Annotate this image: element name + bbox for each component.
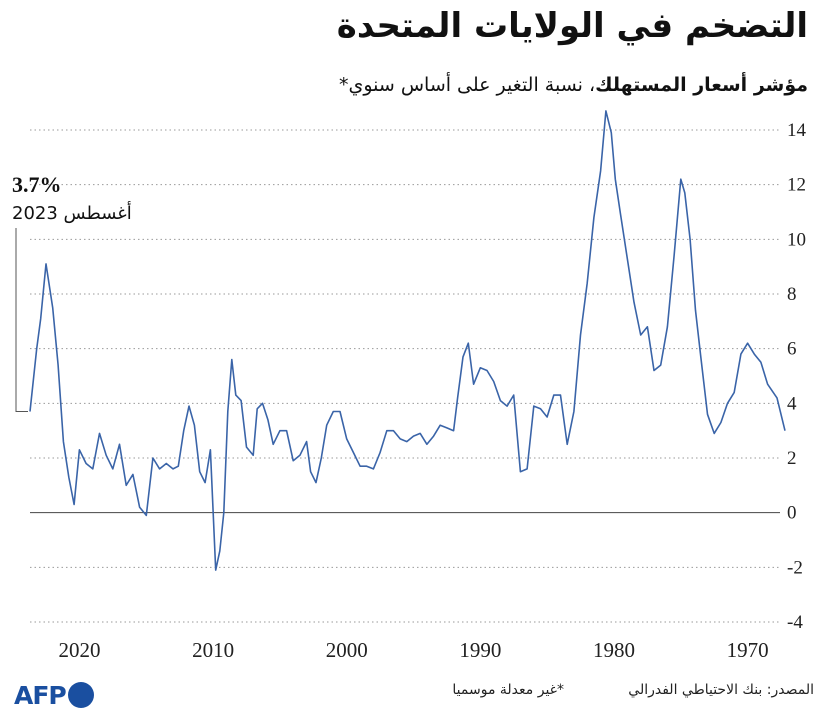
afp-logo-text: AFP xyxy=(14,680,67,710)
y-tick-label: -2 xyxy=(787,557,803,578)
gridlines xyxy=(30,129,780,623)
x-tick-label: 1980 xyxy=(593,638,635,662)
afp-logo: AFP xyxy=(14,678,94,712)
chart-title: التضخم في الولايات المتحدة xyxy=(336,6,808,46)
y-tick-label: -4 xyxy=(787,612,803,633)
y-tick-label: 6 xyxy=(787,339,797,360)
x-tick-label: 2000 xyxy=(326,638,368,662)
y-tick-label: 2 xyxy=(787,448,797,469)
footnote: *غير معدلة موسميا xyxy=(452,682,564,698)
y-tick-label: 12 xyxy=(787,175,806,196)
source-note: المصدر: بنك الاحتياطي الفدرالي xyxy=(628,682,814,698)
y-tick-label: 4 xyxy=(787,393,797,414)
y-tick-label: 10 xyxy=(787,229,806,250)
afp-logo-dot-icon xyxy=(67,682,94,708)
annotation-leader-line xyxy=(15,228,28,412)
latest-date-label: أغسطس 2023 xyxy=(12,203,132,224)
x-tick-label: 1970 xyxy=(727,638,769,662)
subtitle-rest: ، نسبة التغير على أساس سنوي* xyxy=(338,74,596,96)
y-tick-label: 14 xyxy=(787,120,807,141)
latest-value-label: 3.7% xyxy=(12,172,62,197)
chart-subtitle: مؤشر أسعار المستهلك، نسبة التغير على أسا… xyxy=(339,74,808,96)
y-tick-label: 0 xyxy=(787,503,797,524)
x-axis-ticks: 1970 1980 1990 2000 2010 2020 xyxy=(58,638,768,662)
y-axis-ticks: -4 -2 0 2 4 6 8 10 12 14 xyxy=(787,120,807,633)
x-tick-label: 2010 xyxy=(192,638,234,662)
x-tick-label: 1990 xyxy=(459,638,501,662)
cpi-series-line xyxy=(29,110,786,571)
y-tick-label: 8 xyxy=(787,284,797,305)
x-tick-label: 2020 xyxy=(58,638,100,662)
subtitle-bold: مؤشر أسعار المستهلك xyxy=(595,74,808,96)
